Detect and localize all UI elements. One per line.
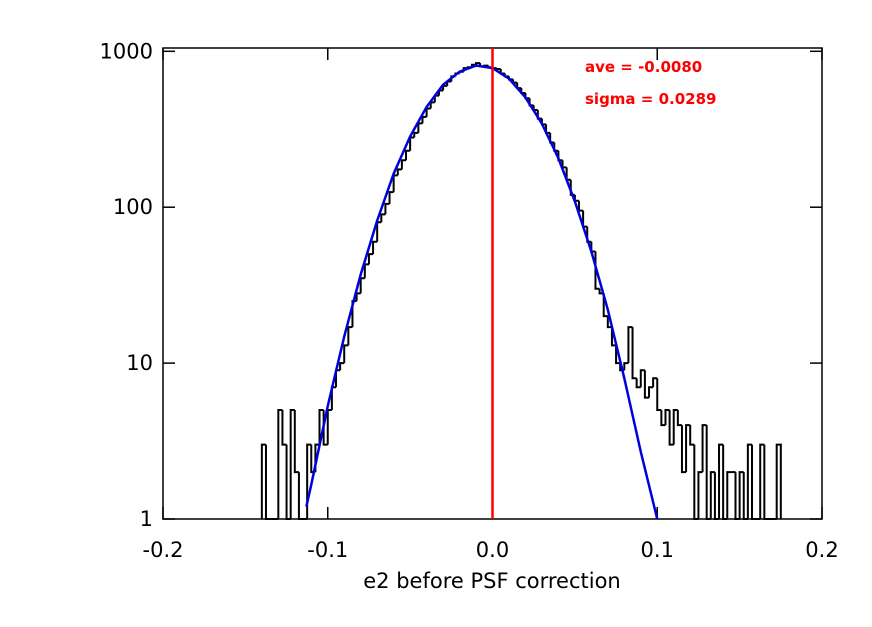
y-tick-label: 10 xyxy=(126,351,153,375)
histogram-bin xyxy=(396,168,402,176)
histogram-bin xyxy=(763,444,769,520)
histogram-bin xyxy=(409,136,415,151)
histogram-bin xyxy=(359,277,365,294)
histogram-bin xyxy=(363,263,369,279)
histogram-bin xyxy=(367,253,374,265)
annotation: ave = -0.0080 xyxy=(585,58,702,76)
histogram-bin xyxy=(722,444,728,520)
histogram-bin xyxy=(623,362,629,371)
fit-curve xyxy=(305,64,659,520)
histogram-bin xyxy=(615,345,621,365)
histogram-bin xyxy=(606,316,612,329)
histogram-bin xyxy=(660,410,666,427)
histogram-bin xyxy=(413,131,419,138)
histogram-bin xyxy=(392,174,398,193)
histogram-bin xyxy=(672,409,678,445)
annotation: sigma = 0.0289 xyxy=(585,90,716,108)
histogram-bin xyxy=(388,191,394,204)
histogram-bin xyxy=(425,107,431,117)
histogram-bin xyxy=(339,362,345,371)
histogram-bin xyxy=(742,472,748,520)
histogram-bin xyxy=(260,443,266,519)
x-axis-label: e2 before PSF correction xyxy=(363,569,621,593)
histogram-bin xyxy=(664,409,670,426)
histogram-bin xyxy=(610,327,617,347)
histogram-bin xyxy=(668,410,674,446)
histogram-bin xyxy=(718,443,724,519)
histogram-bin xyxy=(306,443,312,519)
histogram-bin xyxy=(693,444,699,520)
histogram-bin xyxy=(400,159,407,170)
histogram-bin xyxy=(421,115,427,124)
histogram-bin xyxy=(709,471,715,519)
histogram-bin xyxy=(355,292,361,302)
histogram-bin xyxy=(565,167,571,181)
histogram-bin xyxy=(656,378,662,412)
histogram-bin xyxy=(417,122,423,133)
histogram-bin xyxy=(631,327,637,380)
histogram-bin xyxy=(676,410,682,427)
histogram-bin xyxy=(512,79,518,84)
histogram-bin xyxy=(326,409,332,445)
histogram-bin xyxy=(713,472,720,520)
histogram-bin xyxy=(734,472,740,520)
histogram-bin xyxy=(561,160,567,169)
histogram-bin xyxy=(705,425,711,520)
histogram-bin xyxy=(582,210,588,228)
histogram-bin xyxy=(297,472,304,520)
histogram-bin xyxy=(285,444,291,520)
histogram-bin xyxy=(627,326,633,364)
histogram-bin xyxy=(281,410,287,446)
histogram-bin xyxy=(384,202,390,215)
histogram-bin xyxy=(602,293,608,318)
histogram-bin xyxy=(738,471,744,519)
x-tick-label: -0.1 xyxy=(307,538,348,562)
histogram-bin xyxy=(277,409,283,519)
y-tick-label: 100 xyxy=(113,195,153,219)
histogram-bin xyxy=(380,213,386,223)
histogram-bin xyxy=(680,425,687,474)
histogram-bin xyxy=(475,62,481,65)
y-tick-label: 1000 xyxy=(100,39,153,63)
histogram-bin xyxy=(442,84,448,91)
histogram-bin xyxy=(726,471,732,519)
histogram-bin xyxy=(429,101,435,109)
y-tick-label: 1 xyxy=(140,507,153,531)
histogram-bin xyxy=(648,386,654,398)
histogram-bin xyxy=(293,410,299,474)
histogram-bin xyxy=(635,378,641,389)
histogram-bin xyxy=(347,326,353,346)
histogram-bin xyxy=(372,240,378,255)
histogram-bin xyxy=(652,377,658,388)
histogram-bin xyxy=(318,409,324,445)
x-tick-label: 0.1 xyxy=(641,538,674,562)
histogram-bin xyxy=(775,443,782,519)
histogram-bin xyxy=(405,149,411,161)
histogram-bin xyxy=(289,409,295,519)
histogram-bin xyxy=(264,444,271,520)
histogram-bin xyxy=(701,424,707,473)
histogram-bin xyxy=(689,425,695,446)
x-tick-label: 0.0 xyxy=(476,538,509,562)
x-tick-label: 0.2 xyxy=(805,538,838,562)
histogram-bin xyxy=(376,221,382,242)
histogram-bin xyxy=(343,344,349,364)
histogram-bin xyxy=(495,67,501,70)
histogram-bin xyxy=(643,370,650,399)
histogram-bin xyxy=(697,471,703,519)
histogram-bin xyxy=(759,443,765,519)
histogram-bin xyxy=(746,443,752,519)
histogram-bin xyxy=(685,424,691,473)
histogram-bin xyxy=(577,200,584,212)
x-tick-label: -0.2 xyxy=(143,538,184,562)
histogram-bin xyxy=(750,444,757,520)
histogram-bin xyxy=(639,369,645,388)
